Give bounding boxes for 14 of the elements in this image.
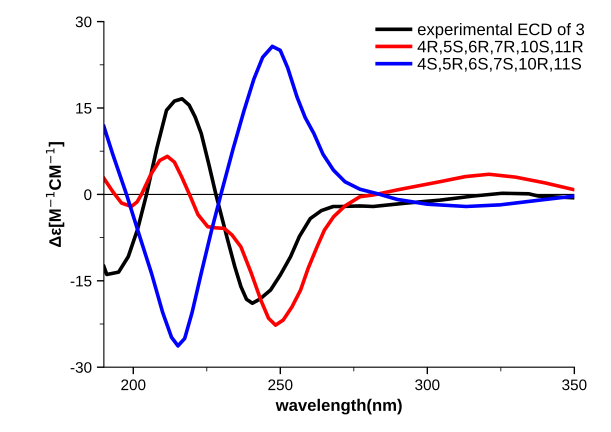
x-axis-title: wavelength(nm) (276, 398, 402, 414)
y-tick-label: -15 (70, 276, 92, 286)
x-tick-label: 200 (121, 379, 146, 390)
y-tick-label: 30 (76, 16, 92, 28)
y-tick-label: 0 (84, 189, 92, 200)
x-tick-label: 250 (268, 379, 292, 390)
x-tick-label: 350 (562, 379, 586, 390)
y-axis-title: Δε[M$^{−1}$CM$^{−1}$] (46, 142, 64, 247)
legend-label: 4R,5S,6R,7R,10S,11R (418, 40, 583, 54)
x-tick-label: 300 (415, 379, 440, 390)
legend-label: experimental ECD of 3 (418, 23, 584, 39)
legend-label: 4S,5R,6S,7S,10R,11S (418, 58, 582, 72)
y-tick-label: -30 (70, 362, 92, 373)
y-tick-label: 15 (76, 103, 92, 114)
